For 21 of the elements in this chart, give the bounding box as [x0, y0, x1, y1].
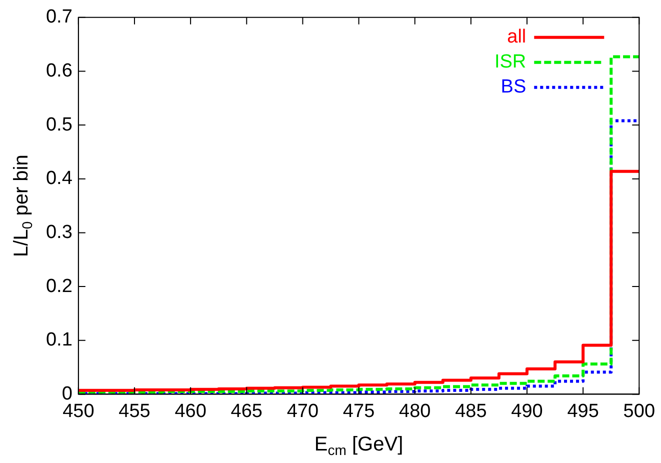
y-tick-label: 0.7 — [46, 6, 72, 28]
legend-label: BS — [500, 76, 526, 98]
x-tick-label: 475 — [342, 400, 375, 422]
y-tick-label: 0.4 — [46, 168, 73, 190]
x-tick-label: 495 — [567, 400, 599, 422]
y-tick-label: 0.1 — [46, 330, 72, 351]
y-tick-label: 0.2 — [46, 276, 72, 297]
y-axis-title: L/L0 per bin — [10, 154, 35, 257]
x-tick-label: 480 — [399, 400, 431, 422]
x-tick-label: 455 — [118, 400, 150, 422]
legend-label: ISR — [494, 52, 526, 73]
x-tick-label: 460 — [174, 400, 206, 422]
x-tick-label: 500 — [623, 400, 655, 422]
x-tick-label: 470 — [286, 400, 319, 422]
legend-label: all — [507, 26, 526, 48]
x-tick-label: 485 — [455, 400, 487, 422]
x-tick-label: 490 — [511, 400, 543, 422]
y-tick-label: 0.5 — [46, 114, 72, 136]
y-tick-label: 0.3 — [46, 222, 72, 243]
x-tick-label: 465 — [230, 400, 262, 422]
y-tick-label: 0.6 — [46, 60, 72, 82]
